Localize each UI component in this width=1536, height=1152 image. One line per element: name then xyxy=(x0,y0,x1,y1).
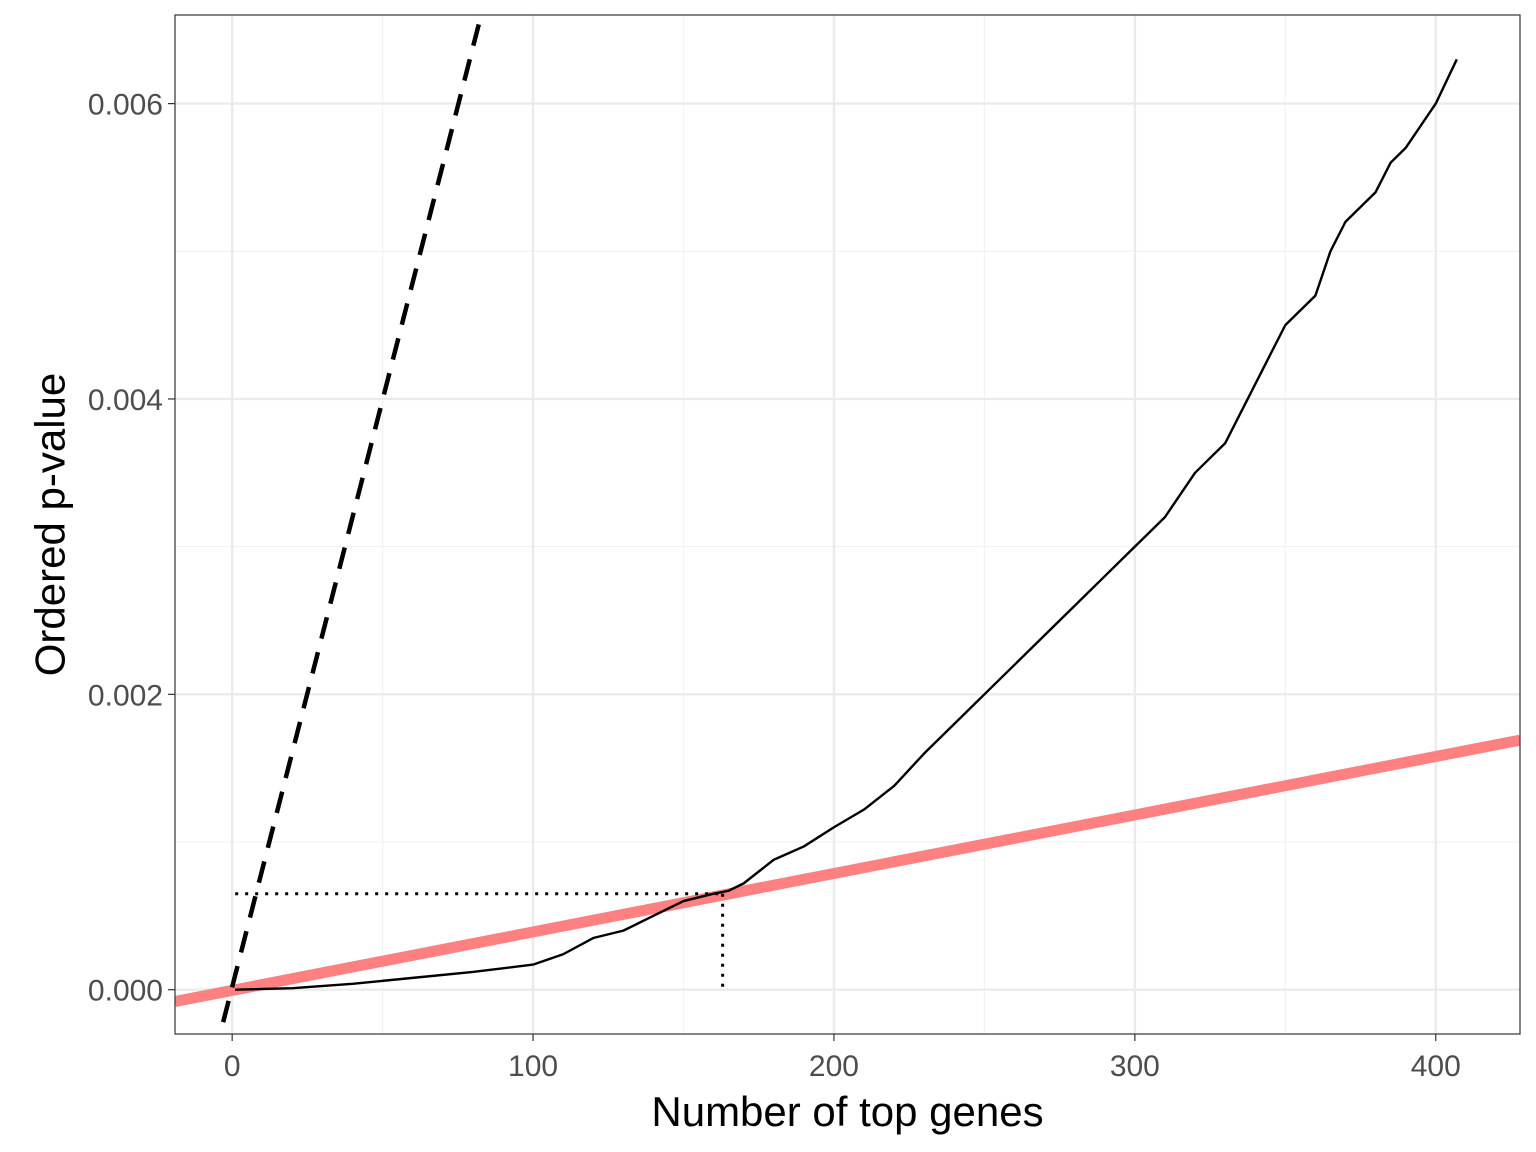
y-tick-label: 0.004 xyxy=(88,384,163,417)
x-axis-title: Number of top genes xyxy=(651,1088,1043,1135)
y-tick-label: 0.006 xyxy=(88,89,163,122)
x-tick-label: 200 xyxy=(809,1050,859,1083)
series-line-threshold xyxy=(175,734,1520,1007)
y-tick-label: 0.002 xyxy=(88,679,163,712)
series-line-pvalues xyxy=(235,58,1458,991)
series-line-dashed xyxy=(220,23,482,1023)
major-grid xyxy=(175,15,1520,1034)
panel-border xyxy=(174,14,1521,1035)
x-tick-label: 100 xyxy=(508,1050,558,1083)
minor-grid xyxy=(175,15,1520,1034)
y-axis-title: Ordered p-value xyxy=(27,373,74,677)
y-axis-ticks: 0.000 0.002 0.004 0.006 xyxy=(88,89,175,1008)
plot-area xyxy=(175,23,1520,1023)
y-tick-label: 0.000 xyxy=(88,975,163,1008)
x-tick-label: 400 xyxy=(1411,1050,1461,1083)
x-tick-label: 0 xyxy=(224,1050,241,1083)
x-tick-label: 300 xyxy=(1110,1050,1160,1083)
x-axis-ticks: 0 100 200 300 400 xyxy=(224,1034,1461,1083)
